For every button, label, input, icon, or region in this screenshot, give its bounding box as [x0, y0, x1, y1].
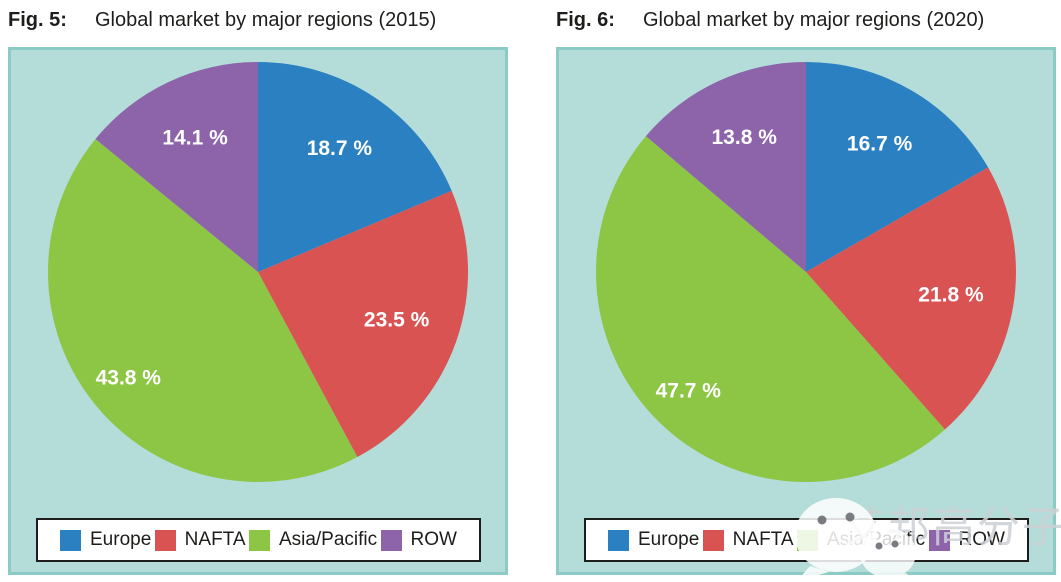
legend-item-europe: Europe — [60, 529, 151, 551]
legend-swatch-asia-pacific — [796, 529, 818, 551]
legend-item-asia-pacific: Asia/Pacific — [248, 529, 378, 551]
figure-6-label: Fig. 6: — [556, 9, 615, 31]
legend-swatch-europe — [60, 529, 81, 551]
legend-item-row: ROW — [928, 529, 1005, 551]
pie-chart-2020: 16.7 % 21.8 % 47.7 % 13.8 % — [596, 62, 1016, 482]
pie-slice-europe — [258, 62, 452, 272]
pie-slice-asia-pacific — [47, 139, 358, 483]
figure-6: Fig. 6: Global market by major regions (… — [556, 0, 1056, 582]
slice-value-label-nafta: 23.5 % — [364, 309, 430, 332]
slice-value-label-row: 13.8 % — [712, 126, 778, 149]
pie-slice-nafta — [806, 167, 1016, 430]
figure-5-legend: Europe NAFTA Asia/Pacific ROW — [36, 518, 481, 562]
figure-6-title-row: Fig. 6: Global market by major regions (… — [556, 0, 1056, 32]
legend-swatch-row — [928, 529, 950, 551]
figure-5-chart-panel: 18.7 % 23.5 % 43.8 % 14.1 % Europe NAFTA As… — [8, 47, 508, 575]
legend-label-row: ROW — [410, 529, 457, 550]
pie-slice-row — [95, 62, 258, 272]
slice-value-label-asia-pacific: 43.8 % — [96, 366, 162, 389]
figure-5-title: Global market by major regions (2015) — [95, 9, 437, 31]
figure-5-title-row: Fig. 5: Global market by major regions (… — [8, 0, 508, 32]
legend-item-nafta: NAFTA — [702, 529, 794, 551]
figure-6-legend: Europe NAFTA Asia/Pacific ROW — [584, 518, 1029, 562]
legend-swatch-nafta — [154, 529, 176, 551]
legend-swatch-europe — [608, 529, 629, 551]
figure-5: Fig. 5: Global market by major regions (… — [8, 0, 508, 582]
pie-slice-nafta — [258, 190, 469, 458]
slice-value-label-asia-pacific: 47.7 % — [656, 379, 722, 402]
pie-slice-asia-pacific — [596, 136, 945, 482]
pie-slice-row — [645, 62, 806, 272]
slice-value-label-europe: 18.7 % — [307, 137, 373, 160]
figure-5-label: Fig. 5: — [8, 9, 67, 31]
legend-item-asia-pacific: Asia/Pacific — [796, 529, 926, 551]
legend-item-nafta: NAFTA — [154, 529, 246, 551]
legend-swatch-asia-pacific — [248, 529, 270, 551]
legend-label-nafta: NAFTA — [732, 529, 794, 550]
legend-label-nafta: NAFTA — [184, 529, 246, 550]
pie-chart-2015: 18.7 % 23.5 % 43.8 % 14.1 % — [47, 62, 469, 483]
legend-swatch-nafta — [702, 529, 724, 551]
legend-label-europe: Europe — [638, 529, 700, 550]
legend-item-row: ROW — [380, 529, 457, 551]
slice-value-label-nafta: 21.8 % — [918, 283, 984, 306]
legend-label-row: ROW — [958, 529, 1005, 550]
pie-slice-europe — [806, 62, 989, 272]
figure-6-chart-panel: 16.7 % 21.8 % 47.7 % 13.8 % Europe NAFTA As… — [556, 47, 1056, 575]
legend-label-asia-pacific: Asia/Pacific — [826, 529, 926, 550]
legend-swatch-row — [380, 529, 402, 551]
figure-6-title: Global market by major regions (2020) — [643, 9, 985, 31]
legend-item-europe: Europe — [608, 529, 699, 551]
legend-label-asia-pacific: Asia/Pacific — [278, 529, 378, 550]
legend-label-europe: Europe — [90, 529, 152, 550]
slice-value-label-europe: 16.7 % — [847, 132, 913, 155]
slice-value-label-row: 14.1 % — [162, 127, 228, 150]
